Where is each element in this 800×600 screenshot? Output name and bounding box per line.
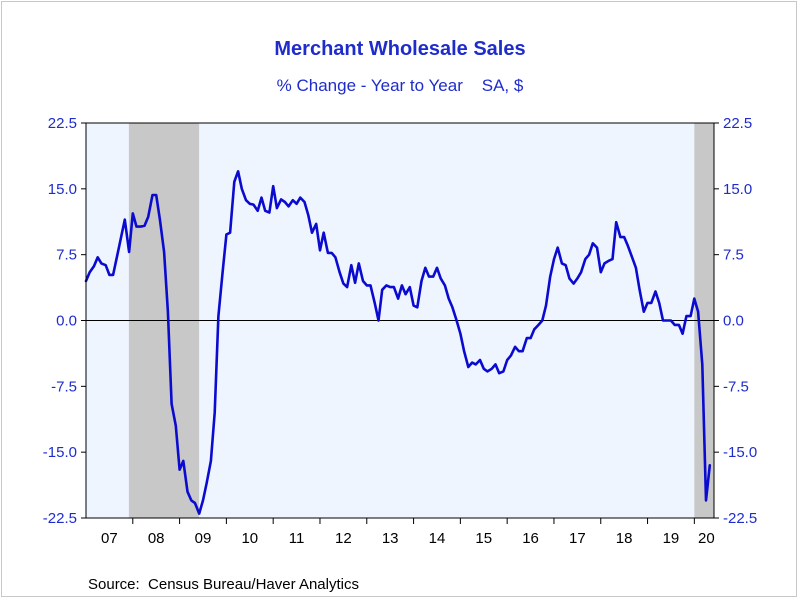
x-tick-label: 18 (616, 530, 633, 547)
x-tick-label: 09 (195, 530, 212, 547)
x-tick-label: 10 (241, 530, 258, 547)
y-tick-label-right: 0.0 (723, 313, 744, 330)
y-tick-label-left: -7.5 (51, 378, 77, 395)
y-tick-label-right: 22.5 (723, 115, 752, 132)
x-tick-label: 16 (522, 530, 539, 547)
y-tick-label-left: 0.0 (56, 313, 77, 330)
x-tick-label: 15 (475, 530, 492, 547)
y-tick-label-left: -22.5 (43, 510, 77, 527)
y-tick-label-right: -15.0 (723, 444, 757, 461)
x-tick-label: 19 (663, 530, 680, 547)
x-tick-label: 13 (382, 530, 399, 547)
y-tick-label-right: -22.5 (723, 510, 757, 527)
y-tick-label-right: -7.5 (723, 378, 749, 395)
series-line-1 (84, 170, 712, 515)
x-tick-label: 20 (698, 530, 715, 547)
x-tick-label: 08 (148, 530, 165, 547)
y-tick-label-left: 15.0 (48, 181, 77, 198)
chart-subtitle: % Change - Year to Year SA, $ (276, 76, 524, 95)
y-tick-label-left: 22.5 (48, 115, 77, 132)
chart-title: Merchant Wholesale Sales (274, 38, 526, 60)
x-tick-label: 07 (101, 530, 118, 547)
y-tick-label-left: 7.5 (56, 247, 77, 264)
x-tick-label: 11 (289, 530, 305, 547)
y-tick-label-left: -15.0 (43, 444, 77, 461)
source-note: Source: Census Bureau/Haver Analytics (88, 576, 359, 593)
x-tick-label: 14 (429, 530, 446, 547)
y-tick-label-right: 7.5 (723, 247, 744, 264)
x-tick-label: 12 (335, 530, 352, 547)
x-tick-label: 17 (569, 530, 586, 547)
y-tick-label-right: 15.0 (723, 181, 752, 198)
